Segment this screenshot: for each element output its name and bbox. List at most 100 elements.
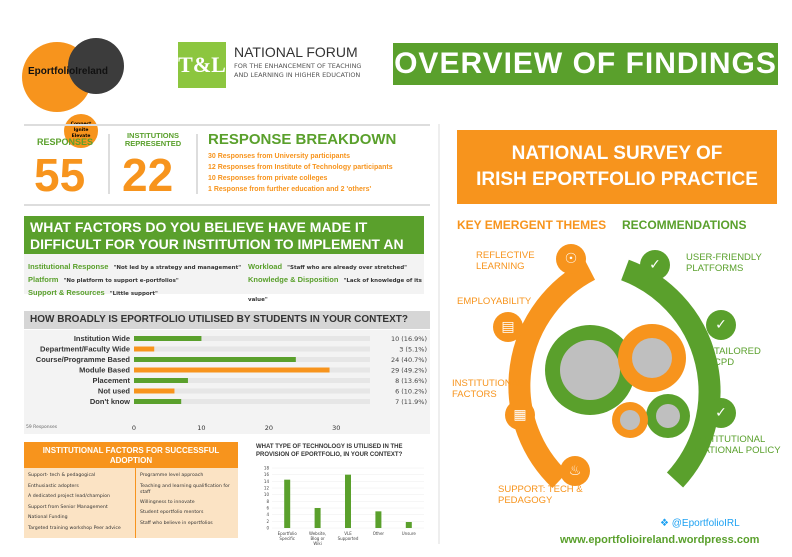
twitter-handle[interactable]: ❖ @EportfolioIRL: [660, 518, 740, 529]
factor-item: Workload "Staff who are already over str…: [248, 262, 408, 271]
list-item: A dedicated project lead/champion: [28, 494, 110, 499]
list-item: Targeted training workshop Peer advice: [28, 525, 121, 531]
twitter-icon: ❖: [660, 518, 669, 529]
tick-label: 18: [264, 466, 270, 471]
survey-title-box: NATIONAL SURVEY OF IRISH EPORTFOLIO PRAC…: [457, 130, 777, 204]
shield-check-icon: ✓: [706, 310, 736, 340]
bar: [134, 378, 188, 383]
bar: [314, 508, 321, 528]
bar: [375, 511, 382, 528]
gear-small-hub: [656, 404, 680, 428]
list-item: Support- tech & pedagogical: [28, 473, 96, 478]
data-label: 7 (11.9%): [395, 398, 427, 406]
list-item: Student eportfolio mentors: [140, 510, 204, 515]
theme-employability: EMPLOYABILITY: [457, 296, 532, 307]
tl-logo-mark: T&L: [178, 42, 226, 88]
bar: [134, 357, 296, 362]
building-icon: ▦: [505, 400, 535, 430]
breakdown-line: 12 Responses from Institute of Technolog…: [208, 164, 393, 171]
gears-illustration: [508, 259, 721, 488]
data-label: 24 (40.7%): [391, 356, 427, 364]
tick-label: 14: [264, 479, 270, 484]
factor-item: Institutional Response "Not led by a str…: [28, 262, 242, 271]
logo-circle-dark: [68, 38, 124, 94]
list-item: Programme level approach: [140, 473, 204, 478]
tick-label: 6: [266, 506, 269, 511]
tick-label: 16: [264, 472, 270, 477]
category-label: Other: [373, 531, 385, 536]
divider: [196, 134, 198, 194]
category-label: Not used: [98, 387, 131, 396]
recommendations-heading: RECOMMENDATIONS: [622, 218, 747, 232]
category-label: Institution Wide: [74, 334, 130, 343]
category-label: Module Based: [79, 366, 130, 375]
category-label: Unsure: [402, 531, 417, 536]
tick-label: 0: [132, 424, 136, 432]
overview-banner: OVERVIEW OF FINDINGS: [393, 43, 778, 85]
tick-label: 12: [264, 486, 270, 491]
tick-label: 8: [266, 499, 269, 504]
divider: [24, 204, 430, 206]
breakdown-line: 30 Responses from University participant…: [208, 153, 350, 160]
gear-green-hub: [560, 340, 620, 400]
national-forum-subtitle: FOR THE ENHANCEMENT OF TEACHING AND LEAR…: [234, 62, 362, 79]
bar: [405, 522, 412, 528]
factor-item: Platform "No platform to support e-portf…: [28, 275, 179, 284]
factor-item: Knowledge & Disposition "Lack of knowled…: [248, 275, 422, 303]
gear-small-orange-hub: [620, 410, 640, 430]
bar-track: [134, 378, 370, 383]
data-label: 29 (49.2%): [391, 367, 427, 375]
usage-bar-chart: Institution Wide Department/Faculty WideC…: [24, 330, 430, 434]
category-label: Placement: [92, 376, 130, 385]
bar: [134, 399, 182, 404]
list-item: National Funding: [28, 515, 68, 520]
shield-check-icon: ✓: [640, 250, 670, 280]
breakdown-line: 1 Response from further education and 2 …: [208, 186, 372, 193]
themes-heading: KEY EMERGENT THEMES: [457, 218, 607, 232]
theme-support: SUPPORT: TECH & PEDAGOGY: [498, 484, 583, 506]
bar-track: [134, 346, 370, 352]
responses-label: RESPONSES: [36, 137, 94, 147]
bar: [134, 346, 155, 352]
theme-reflective-learning: REFLECTIVE LEARNING: [476, 250, 535, 272]
rec-policy: INSTITUTIONAL /NATIONAL POLICY: [694, 434, 781, 456]
website-link[interactable]: www.eportfolioireland.wordpress.com: [560, 534, 760, 546]
national-forum-title: NATIONAL FORUM: [234, 44, 358, 60]
column-divider: [438, 124, 440, 544]
institutional-right-list: Programme level approach Teaching and le…: [140, 471, 230, 529]
tick-label: 10: [197, 424, 205, 432]
list-item: Willingness to innovate: [140, 499, 195, 505]
divider: [108, 134, 110, 194]
response-breakdown-title: RESPONSE BREAKDOWN: [208, 131, 397, 148]
orange-arc: [508, 260, 596, 488]
data-label: 6 (10.2%): [395, 388, 427, 396]
shield-check-icon: ✓: [706, 398, 736, 428]
bar: [134, 367, 330, 373]
list-item: Teaching and learning qualification for …: [140, 483, 230, 495]
tick-label: 20: [265, 424, 273, 432]
institutions-value: 22: [122, 149, 174, 201]
responses-value: 55: [34, 149, 86, 201]
bar: [134, 388, 175, 394]
breakdown-line: 10 Responses from private colleges: [208, 175, 328, 182]
rec-user-friendly: USER-FRIENDLY PLATFORMS: [686, 252, 762, 274]
data-label: 10 (16.9%): [391, 335, 427, 343]
category-label: Don't know: [90, 397, 130, 406]
list-item: Enthusiastic adopters: [28, 483, 79, 489]
usage-chart-title: HOW BROADLY IS EPORTFOLIO UTILISED BY ST…: [24, 311, 430, 329]
rec-tailored-cpd: TAILORED CPD: [714, 346, 761, 368]
factors-heading: WHAT FACTORS DO YOU BELIEVE HAVE MADE IT…: [24, 216, 424, 269]
lightbulb-icon: ☉: [556, 244, 586, 274]
divider: [24, 124, 430, 126]
responses-note: 59 Responses: [26, 424, 58, 430]
category-label: Website, Blog or Wiki: [309, 531, 326, 546]
survey-title-line2: IRISH EPORTFOLIO PRACTICE: [476, 169, 758, 190]
institutional-factors-panel: Support- tech & pedagogical Enthusiastic…: [24, 468, 238, 538]
theme-institutional-factors: INSTITUTIONAL FACTORS: [452, 378, 523, 400]
category-label: VLE Supported: [338, 531, 359, 541]
bar-track: [134, 399, 370, 404]
tech-chart-title: WHAT TYPE OF TECHNOLOGY IS UTILISED IN T…: [256, 444, 403, 458]
briefcase-icon: ▤: [493, 312, 523, 342]
bar: [345, 474, 351, 528]
tick-label: 0: [266, 526, 269, 531]
